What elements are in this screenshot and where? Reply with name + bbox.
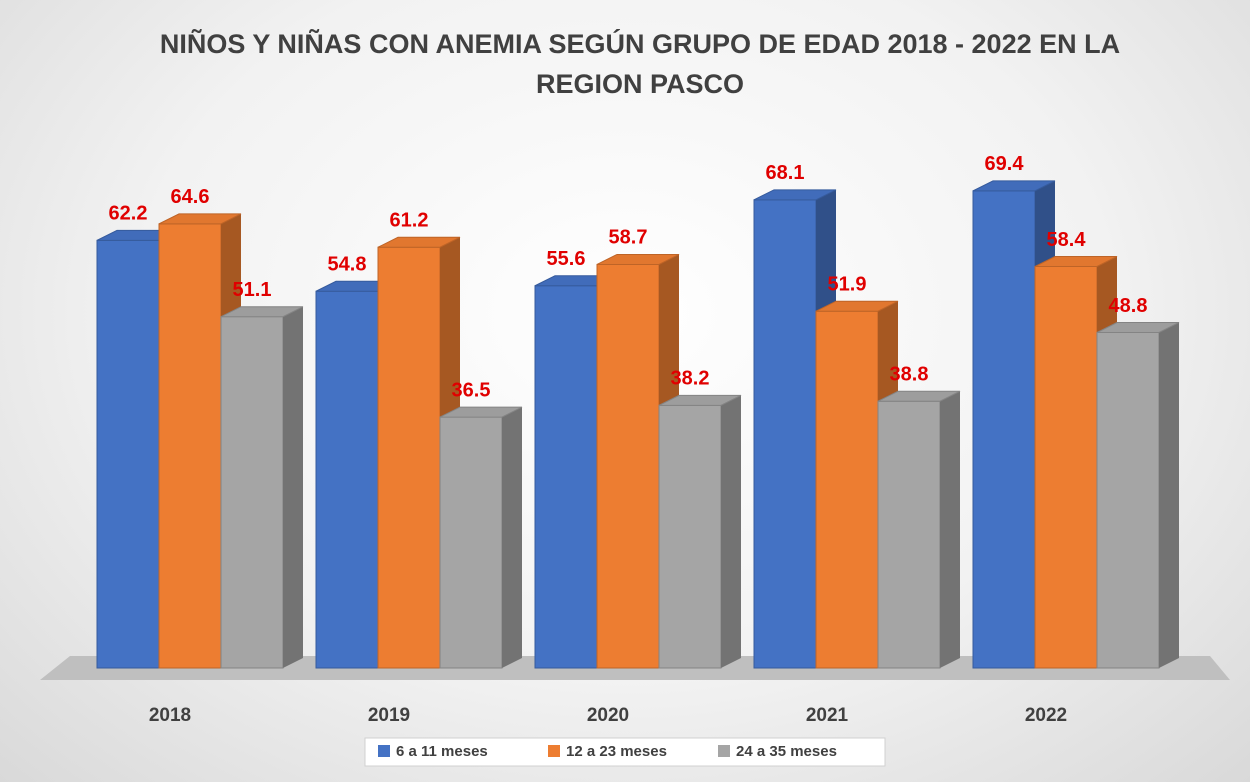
data-label: 61.2 xyxy=(390,210,429,232)
bar-top xyxy=(220,306,304,318)
bar xyxy=(658,394,742,669)
legend-swatch xyxy=(718,745,730,757)
legend-label: 6 a 11 meses xyxy=(396,743,488,760)
bar-side xyxy=(502,407,522,668)
bar-front xyxy=(596,263,660,669)
bar-side xyxy=(721,395,741,668)
bar-side xyxy=(283,306,303,668)
data-label: 36.5 xyxy=(452,379,491,401)
bar-front xyxy=(315,290,379,669)
bar-top xyxy=(877,390,961,402)
legend-swatch xyxy=(378,745,390,757)
data-label: 62.2 xyxy=(109,203,148,225)
bar-front xyxy=(753,199,817,669)
bar-front xyxy=(377,246,441,669)
bar-front xyxy=(815,310,879,669)
bar-top xyxy=(377,236,461,248)
data-label: 55.6 xyxy=(547,248,586,270)
bar-top xyxy=(815,300,899,312)
bar-front xyxy=(1034,266,1098,669)
bar-front xyxy=(972,190,1036,669)
bar xyxy=(220,306,304,669)
data-label: 69.4 xyxy=(985,153,1025,175)
bar-side xyxy=(940,391,960,668)
bar xyxy=(439,406,523,669)
bar-top xyxy=(1034,256,1118,267)
bar-top xyxy=(658,394,742,406)
data-label: 38.2 xyxy=(671,368,710,390)
bar xyxy=(1096,322,1180,669)
legend-label: 12 a 23 meses xyxy=(566,743,667,760)
bar-front xyxy=(439,416,503,669)
bar xyxy=(877,390,961,669)
bar-top xyxy=(158,213,242,225)
x-tick-label: 2020 xyxy=(587,705,629,726)
bar-front xyxy=(96,239,160,669)
data-label: 58.4 xyxy=(1047,229,1087,251)
data-label: 58.7 xyxy=(609,227,648,249)
bar-front xyxy=(220,316,284,669)
data-label: 54.8 xyxy=(328,254,367,276)
x-tick-label: 2018 xyxy=(149,705,191,726)
bar-front xyxy=(1096,332,1160,669)
bar-front xyxy=(158,223,222,669)
bar xyxy=(815,300,899,669)
data-label: 38.8 xyxy=(890,364,929,386)
legend-swatch xyxy=(548,745,560,757)
bar-top xyxy=(439,406,523,418)
data-label: 51.9 xyxy=(828,273,867,295)
x-tick-label: 2019 xyxy=(368,705,410,726)
legend xyxy=(364,737,886,767)
data-label: 48.8 xyxy=(1109,295,1148,317)
bar-front xyxy=(534,285,598,669)
x-tick-label: 2022 xyxy=(1025,705,1067,726)
bar-top xyxy=(596,253,680,265)
data-label: 51.1 xyxy=(233,279,272,301)
bar-front xyxy=(658,404,722,669)
data-label: 64.6 xyxy=(171,186,210,208)
bar-top xyxy=(972,180,1056,192)
legend-label: 24 a 35 meses xyxy=(736,743,837,760)
bar-side xyxy=(1159,322,1179,668)
bar-front xyxy=(877,400,941,669)
bar-top xyxy=(753,189,837,201)
x-tick-label: 2021 xyxy=(806,705,849,726)
chart-title: NIÑOS Y NIÑAS CON ANEMIA SEGÚN GRUPO DE … xyxy=(159,29,1121,99)
data-label: 68.1 xyxy=(766,162,805,184)
bar-top xyxy=(1096,322,1180,333)
